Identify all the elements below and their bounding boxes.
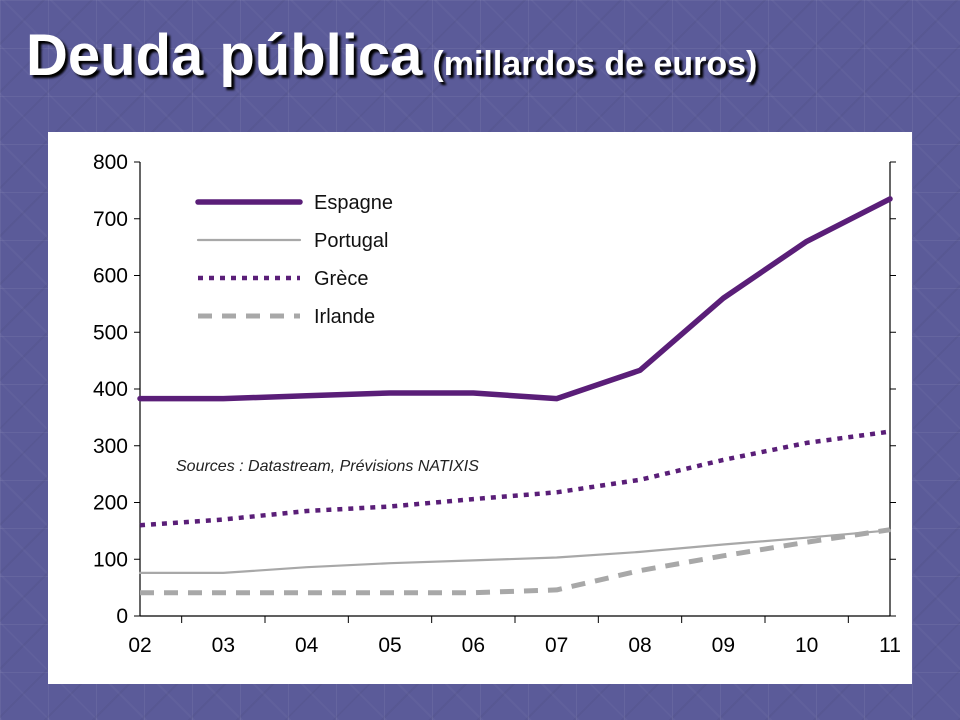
y-tick-label: 700: [93, 208, 128, 231]
chart-series: [137, 196, 893, 596]
chart-axes: 0 100 200 300 400 500 600 700 800 02 03 04 05 06 07 08 0…: [93, 151, 901, 657]
x-tick-label: 07: [545, 634, 568, 657]
series-line-grece: [139, 429, 891, 528]
x-tick-label: 08: [628, 634, 651, 657]
y-tick-label: 800: [93, 151, 128, 174]
x-tick-label: 04: [295, 634, 319, 657]
x-tick-label: 02: [128, 634, 151, 657]
slide-title: Deuda pública (millardos de euros): [26, 22, 757, 89]
chart-panel: 0 100 200 300 400 500 600 700 800 02 03 04 05 06 07 08 0…: [48, 132, 912, 684]
x-tick-label: 09: [712, 634, 735, 657]
slide-title-sub: (millardos de euros): [432, 45, 758, 83]
y-tick-label: 300: [93, 435, 128, 458]
x-tick-label: 10: [795, 634, 818, 657]
legend-label-irlande: Irlande: [314, 306, 375, 328]
y-tick-label: 500: [93, 321, 128, 344]
x-tick-label: 06: [462, 634, 485, 657]
legend-label-espagne: Espagne: [314, 192, 393, 214]
x-tick-label: 11: [879, 634, 901, 657]
legend-label-portugal: Portugal: [314, 230, 389, 252]
x-tick-label: 03: [212, 634, 235, 657]
y-tick-label: 200: [93, 492, 128, 515]
series-line-portugal: [138, 529, 892, 574]
chart-annotation: Sources : Datastream, Prévisions NATIXIS: [176, 458, 479, 475]
slide-title-main: Deuda pública: [26, 23, 423, 88]
y-tick-label: 0: [116, 605, 128, 628]
y-tick-label: 400: [93, 378, 128, 401]
legend-label-grece: Grèce: [314, 268, 368, 290]
y-tick-label: 600: [93, 265, 128, 288]
y-tick-label: 100: [93, 548, 128, 571]
series-line-espagne: [137, 196, 893, 402]
x-tick-label: 05: [378, 634, 401, 657]
series-line-irlande: [140, 527, 891, 596]
chart-legend: Espagne Portugal Grèce Irlande: [195, 192, 393, 328]
line-chart: 0 100 200 300 400 500 600 700 800 02 03 04 05 06 07 08 0…: [93, 151, 901, 657]
